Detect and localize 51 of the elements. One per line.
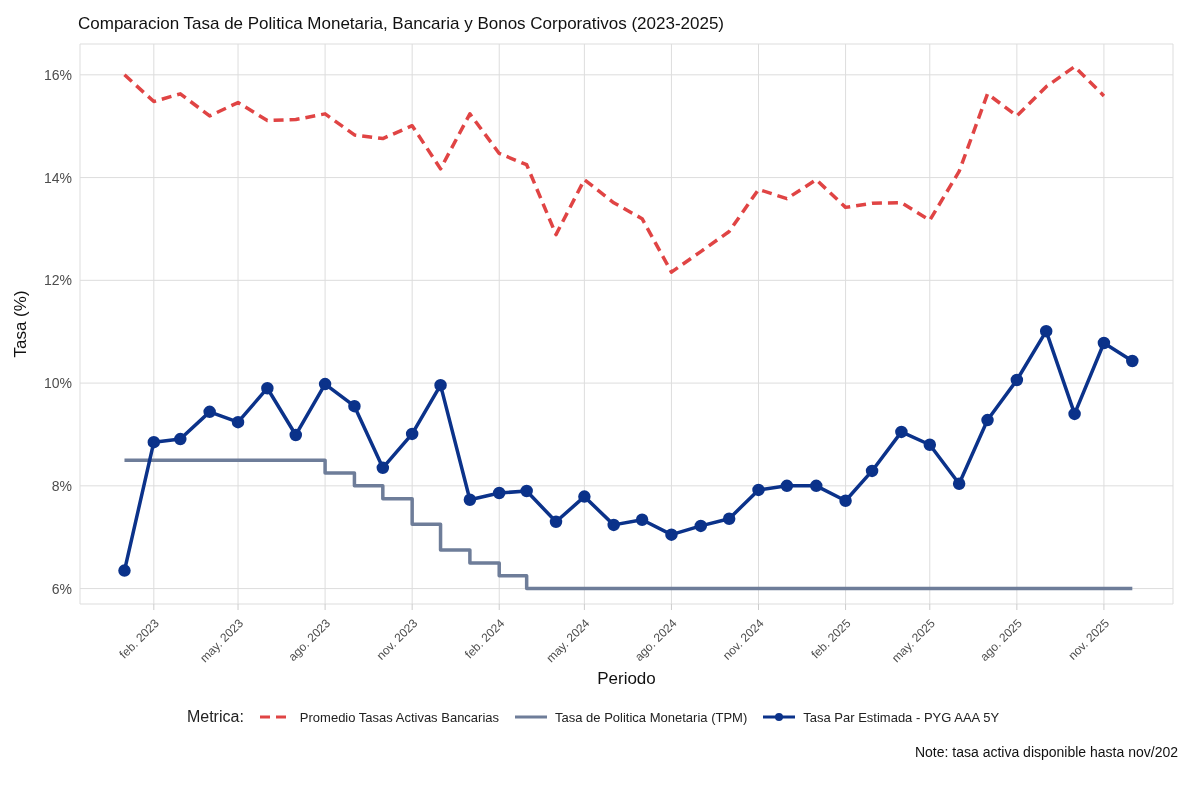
legend-label: Tasa de Politica Monetaria (TPM)	[555, 709, 748, 725]
point	[147, 435, 161, 449]
point	[289, 428, 303, 442]
line-series	[122, 64, 1106, 274]
point	[839, 494, 852, 507]
y-axis-title: Tasa (%)	[11, 290, 31, 358]
y-tick-label: 10%	[43, 375, 72, 392]
point	[1010, 373, 1024, 387]
point	[1039, 324, 1053, 338]
point	[1126, 354, 1139, 368]
point	[318, 377, 332, 391]
point	[865, 464, 879, 478]
point	[780, 479, 794, 493]
y-tick-label: 16%	[43, 66, 72, 83]
point	[578, 490, 591, 503]
point	[981, 413, 994, 427]
point	[434, 378, 447, 392]
point	[520, 484, 533, 498]
point	[952, 477, 966, 491]
x-axis-title: Periodo	[597, 669, 656, 688]
point	[549, 515, 563, 529]
y-tick-label: 14%	[43, 169, 72, 186]
point	[694, 519, 708, 533]
point	[895, 425, 908, 439]
point	[752, 483, 765, 497]
legend-title: Metrica:	[186, 708, 244, 726]
legend-label: Promedio Tasas Activas Bancarias	[299, 709, 500, 725]
point	[1097, 336, 1111, 350]
text: Note: tasa activa disponible hasta nov/202	[913, 744, 1178, 760]
point	[665, 528, 678, 541]
point	[231, 415, 245, 429]
point	[348, 399, 361, 413]
point	[261, 381, 274, 395]
point	[376, 461, 390, 475]
point	[635, 513, 649, 526]
point	[118, 564, 131, 577]
y-tick-label: 12%	[43, 272, 72, 289]
point	[1068, 407, 1081, 421]
chart-title: Comparacion Tasa de Politica Monetaria, Bancaria y Bonos Corporativos (2023-2025)	[77, 13, 726, 34]
point	[923, 438, 937, 451]
point	[174, 432, 187, 446]
point	[492, 486, 506, 500]
point	[607, 518, 620, 532]
y-tick-label: 6%	[51, 580, 72, 597]
point	[722, 512, 736, 525]
legend-label: Tasa Par Estimada - PYG AAA 5Y	[803, 709, 1000, 725]
point	[463, 493, 477, 506]
point	[809, 479, 823, 493]
point	[405, 427, 419, 441]
y-tick-label: 8%	[51, 477, 72, 494]
point	[203, 405, 216, 419]
